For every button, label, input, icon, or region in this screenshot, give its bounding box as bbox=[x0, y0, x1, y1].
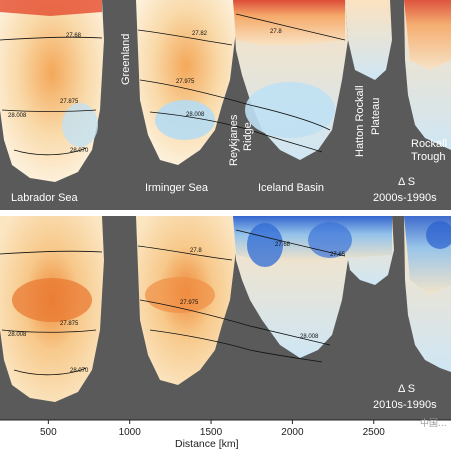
isopycnal-label: 27.875 bbox=[60, 99, 79, 105]
isopycnal-label: 27.68 bbox=[275, 242, 291, 248]
isopycnal-label: 28.008 bbox=[300, 334, 319, 340]
panel-2010s-period-label: 2010s-1990s bbox=[373, 399, 437, 411]
isopycnal-label: 27.8 bbox=[190, 248, 202, 254]
panel-2000s: 27.68 28.008 28.070 27.875 27.82 27.8 27… bbox=[0, 0, 451, 210]
isopycnal-line bbox=[149, 111, 323, 153]
surface-warm-west-2000s bbox=[0, 0, 102, 16]
label-ridge: Ridge bbox=[242, 122, 254, 151]
label-reykjanes: Reykjanes bbox=[228, 114, 240, 166]
isopycnal-label: 27.975 bbox=[176, 79, 195, 85]
isopycnal-line bbox=[1, 329, 97, 333]
isopycnal-label: 27.875 bbox=[60, 321, 79, 327]
isopycnal-label: 27.65 bbox=[330, 252, 346, 258]
isopycnal-line bbox=[139, 299, 331, 346]
label-labrador-sea: Labrador Sea bbox=[11, 192, 79, 204]
cool-patch-2-2010s bbox=[308, 222, 352, 258]
panel-2010s: 27.875 28.008 28.070 27.8 27.68 27.65 27… bbox=[0, 216, 451, 420]
label-greenland: Greenland bbox=[120, 34, 132, 85]
isopycnal-line bbox=[137, 29, 233, 46]
isopycnal-line bbox=[139, 79, 331, 131]
isopycnal-label: 27.975 bbox=[180, 300, 199, 306]
label-hatton-rockall: Hatton Rockall bbox=[354, 85, 366, 157]
isopycnal-line bbox=[1, 109, 97, 112]
x-tick-label: 2000 bbox=[281, 427, 304, 438]
isopycnal-label: 27.82 bbox=[192, 31, 208, 37]
isopycnal-label: 28.070 bbox=[70, 368, 89, 374]
basin-hatton-2000s bbox=[345, 0, 392, 80]
label-plateau: Plateau bbox=[370, 98, 382, 135]
x-tick-label: 500 bbox=[40, 427, 57, 438]
watermark-text: 中国... bbox=[420, 417, 447, 429]
isopycnal-line bbox=[0, 36, 103, 41]
x-tick-label: 2500 bbox=[363, 427, 386, 438]
isopycnal-line bbox=[235, 229, 346, 257]
isopycnal-label: 27.68 bbox=[66, 33, 82, 39]
label-irminger-sea: Irminger Sea bbox=[145, 182, 209, 194]
cool-patch-2-2000s bbox=[245, 82, 335, 138]
isopycnal-line bbox=[13, 147, 87, 156]
label-rockall: Rockall bbox=[411, 138, 447, 150]
isopycnal-line bbox=[149, 329, 323, 363]
panel-2000s-delta-label: Δ S bbox=[398, 176, 415, 188]
cool-patch-1-2000s bbox=[155, 100, 215, 140]
isopycnal-label: 28.008 bbox=[186, 112, 205, 118]
label-iceland-basin: Iceland Basin bbox=[258, 182, 324, 194]
surface-warm-2000s bbox=[233, 0, 345, 45]
x-axis: 500 1000 1500 2000 2500 Distance [km] bbox=[0, 419, 451, 450]
cool-patch-1-2010s bbox=[247, 223, 283, 267]
cool-patch-3-2000s bbox=[62, 103, 98, 147]
label-trough: Trough bbox=[411, 151, 445, 163]
isopycnal-label: 28.070 bbox=[70, 148, 89, 154]
isopycnal-line bbox=[13, 367, 87, 376]
x-tick-label: 1500 bbox=[200, 427, 223, 438]
panel-2000s-period-label: 2000s-1990s bbox=[373, 192, 437, 204]
isopycnal-label: 28.008 bbox=[8, 113, 27, 119]
panel-2010s-delta-label: Δ S bbox=[398, 383, 415, 395]
isopycnal-line bbox=[0, 250, 103, 255]
isopycnal-label: 28.008 bbox=[8, 332, 27, 338]
isopycnal-line bbox=[137, 245, 233, 261]
isopycnal-line bbox=[235, 13, 346, 41]
cool-patch-3-2010s bbox=[426, 221, 451, 249]
x-tick-label: 1000 bbox=[119, 427, 142, 438]
warm-core-labrador-2010s bbox=[12, 278, 92, 322]
isopycnal-label: 27.8 bbox=[270, 29, 282, 35]
panel-divider bbox=[0, 210, 451, 216]
surface-warm-rockall-2000s bbox=[404, 0, 451, 70]
x-axis-title: Distance [km] bbox=[175, 438, 239, 450]
